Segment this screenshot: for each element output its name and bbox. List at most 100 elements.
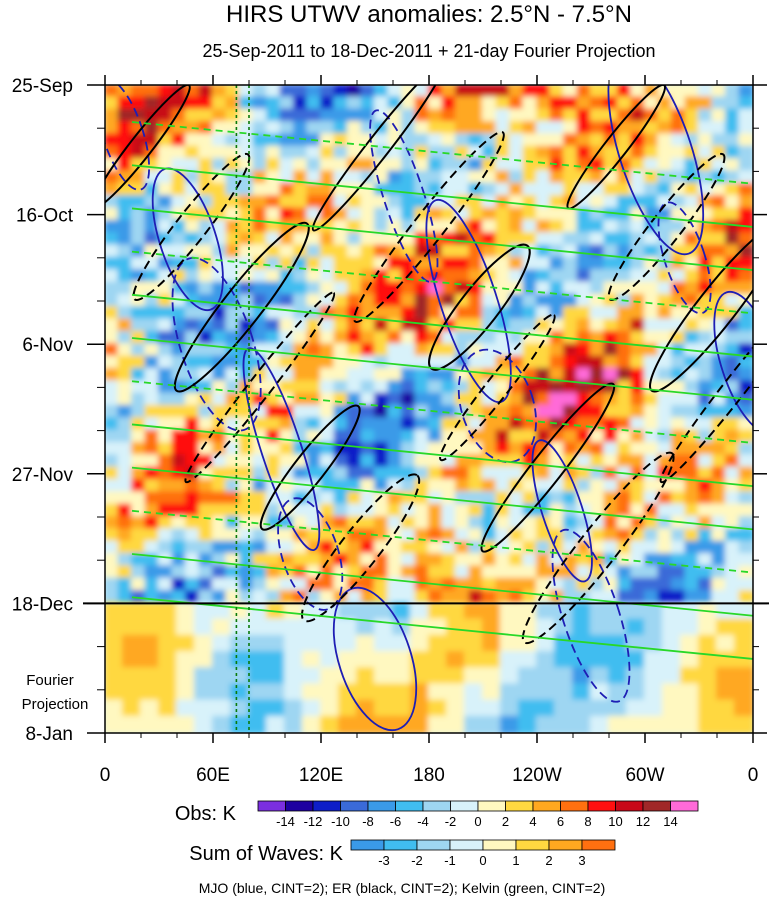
obs-cell <box>117 429 133 444</box>
obs-cell <box>509 553 525 568</box>
obs-cell <box>131 441 147 457</box>
projection-cell <box>158 634 178 653</box>
obs-cell <box>725 528 741 543</box>
obs-cell <box>657 516 673 531</box>
obs-cell <box>131 343 147 358</box>
obs-cell <box>401 330 417 346</box>
obs-cell <box>455 318 471 333</box>
projection-cell <box>194 602 214 621</box>
obs-cell <box>657 454 673 469</box>
obs-cell <box>590 516 606 531</box>
obs-cell <box>590 195 606 210</box>
obs-cell <box>374 121 390 136</box>
projection-cell <box>158 683 178 702</box>
obs-cell <box>198 392 214 407</box>
obs-cell <box>482 96 498 111</box>
obs-cell <box>441 503 457 518</box>
obs-cell <box>387 553 403 568</box>
obs-cell <box>105 565 120 580</box>
obs-cell <box>509 330 525 346</box>
obs-cell <box>266 121 282 136</box>
projection-cell <box>410 651 430 670</box>
obs-cell <box>105 108 120 124</box>
obs-cell <box>455 219 471 235</box>
obs-cell <box>482 343 498 358</box>
obs-cell <box>698 380 714 395</box>
obs-cell <box>738 404 753 420</box>
projection-cell <box>662 715 682 733</box>
obs-cell <box>468 503 484 518</box>
obs-cell <box>117 503 133 518</box>
obs-cell <box>428 392 444 407</box>
obs-cell <box>428 380 444 395</box>
obs-cell <box>212 195 228 210</box>
obs-cell <box>617 182 633 198</box>
obs-cell <box>185 145 201 161</box>
obs-cell <box>738 318 753 333</box>
obs-cell <box>684 330 700 346</box>
obs-cell <box>360 293 376 309</box>
projection-cell <box>320 667 340 686</box>
obs-cell <box>590 590 606 605</box>
obs-cell <box>105 528 120 543</box>
obs-cell <box>509 466 525 481</box>
obs-cell <box>617 503 633 518</box>
obs-cell <box>279 232 295 247</box>
obs-cell <box>144 503 160 518</box>
obs-cell <box>239 318 255 333</box>
obs-cell <box>266 454 282 469</box>
obs-cell <box>347 256 363 272</box>
obs-cell <box>684 133 700 148</box>
obs-cell <box>387 343 403 358</box>
obs-cell <box>117 380 133 395</box>
y-tick-label: 8-Jan <box>25 724 73 745</box>
obs-cell <box>576 158 592 173</box>
obs-cell <box>320 565 336 580</box>
obs-cell <box>266 108 282 124</box>
obs-cell <box>293 528 309 543</box>
obs-cell <box>105 133 120 148</box>
obs-cell <box>414 145 430 161</box>
obs-cell <box>306 145 322 161</box>
obs-cell <box>239 306 255 321</box>
projection-cell <box>482 699 502 718</box>
obs-cell <box>185 478 201 494</box>
obs-cell <box>455 441 471 457</box>
obs-cell <box>387 429 403 444</box>
colorbar-swatch <box>395 800 424 812</box>
obs-cell <box>549 232 565 247</box>
obs-cell <box>279 195 295 210</box>
obs-cell <box>603 269 619 284</box>
obs-cell <box>347 503 363 518</box>
projection-cell <box>266 715 286 733</box>
colorbar-tick-label: -8 <box>362 814 374 829</box>
obs-cell <box>536 343 552 358</box>
obs-cell <box>725 145 741 161</box>
obs-cell <box>644 577 660 593</box>
obs-cell <box>698 355 714 370</box>
obs-cell <box>414 454 430 469</box>
obs-cell <box>509 404 525 420</box>
y-tick-label: 25-Sep <box>12 76 73 97</box>
obs-cell <box>212 367 228 383</box>
obs-cell <box>576 133 592 148</box>
obs-cell <box>279 121 295 136</box>
obs-cell <box>414 219 430 235</box>
obs-cell <box>495 577 511 593</box>
obs-cell <box>144 256 160 272</box>
obs-cell <box>657 158 673 173</box>
obs-cell <box>644 306 660 321</box>
obs-cell <box>495 441 511 457</box>
obs-cell <box>306 380 322 395</box>
obs-cell <box>738 528 753 543</box>
obs-cell <box>617 577 633 593</box>
obs-cell <box>239 281 255 296</box>
obs-cell <box>333 577 349 593</box>
mjo-contour <box>657 201 712 315</box>
obs-cell <box>117 466 133 481</box>
obs-cell <box>198 441 214 457</box>
obs-cell <box>105 318 120 333</box>
obs-cell <box>414 367 430 383</box>
obs-cell <box>455 330 471 346</box>
